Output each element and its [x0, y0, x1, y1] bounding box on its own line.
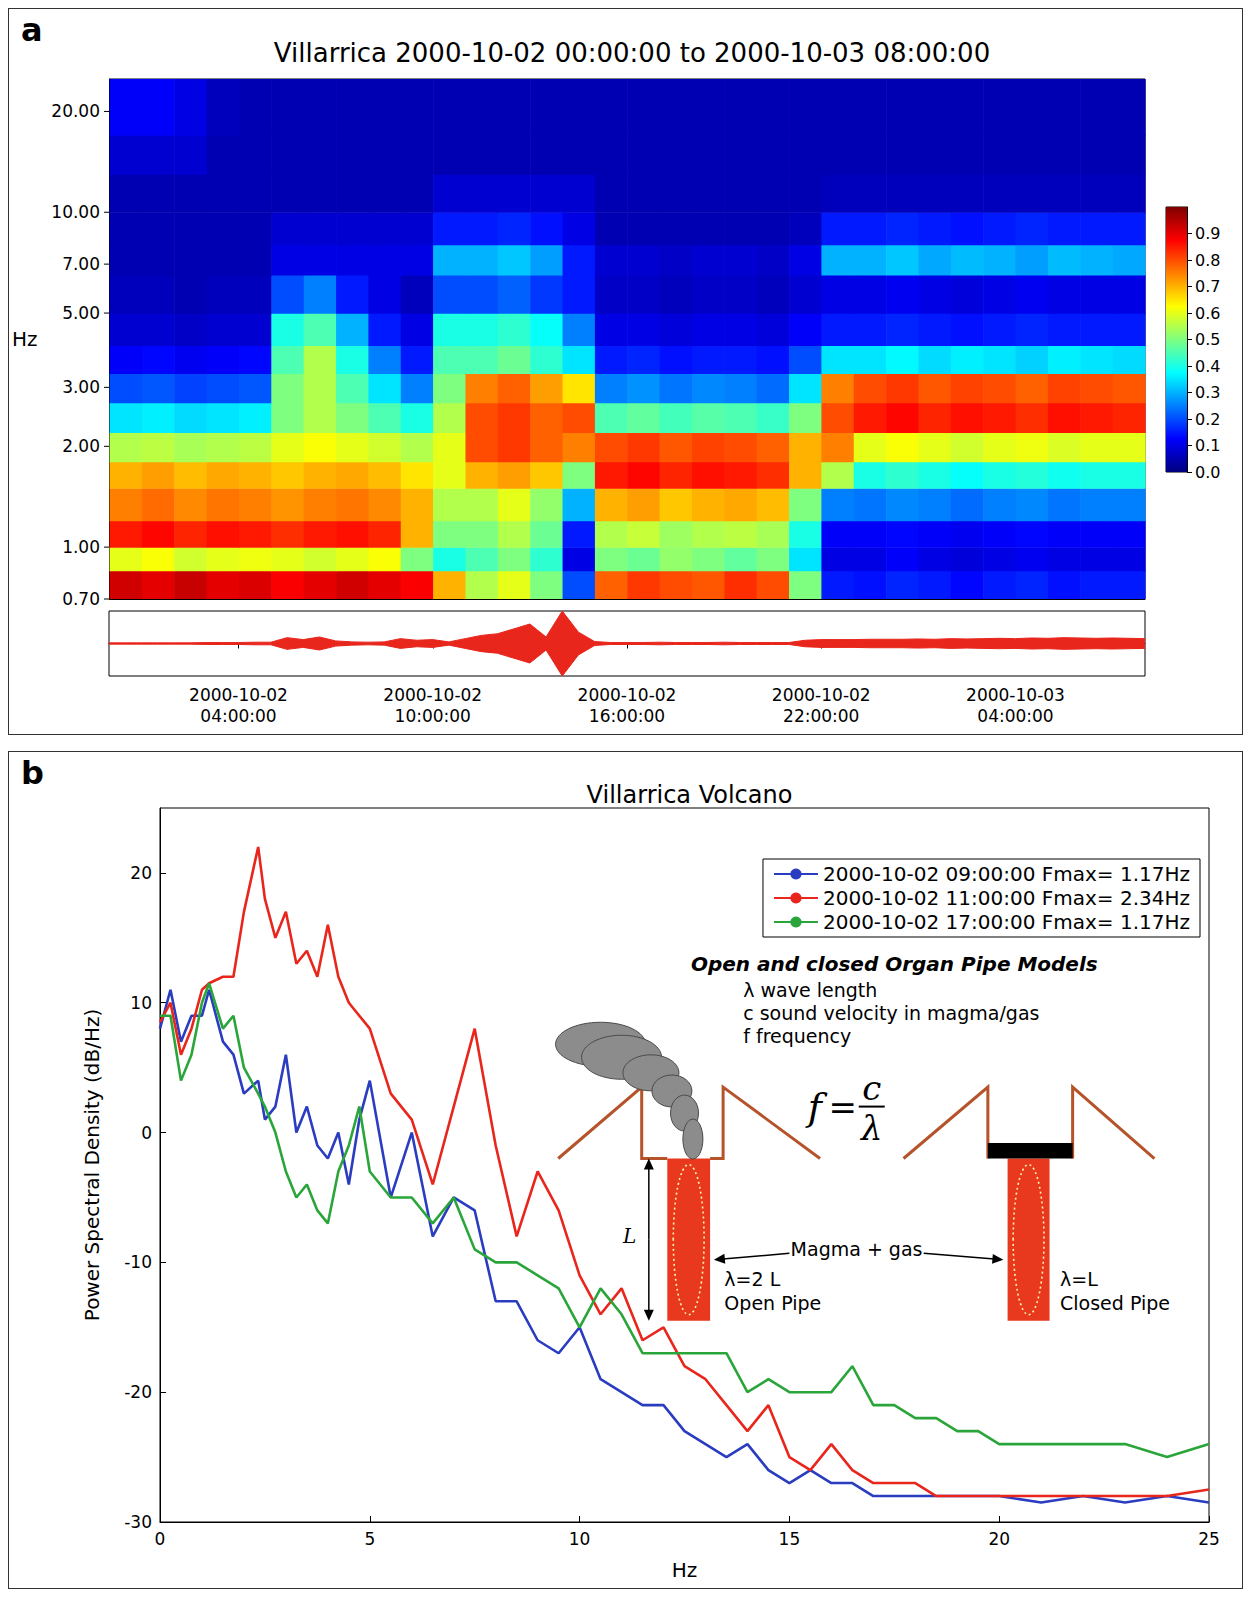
svg-text:10: 10	[130, 993, 152, 1013]
svg-text:0.9: 0.9	[1195, 224, 1220, 243]
svg-text:2000-10-02: 2000-10-02	[383, 685, 482, 705]
svg-text:f frequency: f frequency	[743, 1025, 851, 1047]
html-text:b: b	[21, 754, 44, 792]
svg-text:L: L	[622, 1224, 636, 1248]
svg-text:Villarrica Volcano: Villarrica Volcano	[587, 781, 793, 809]
svg-text:0: 0	[155, 1529, 166, 1549]
svg-text:Power Spectral Density (dB/Hz): Power Spectral Density (dB/Hz)	[80, 1009, 104, 1321]
svg-text:2.00: 2.00	[62, 436, 100, 456]
svg-text:c: c	[862, 1068, 881, 1108]
svg-text:0.3: 0.3	[1195, 383, 1220, 402]
svg-text:22:00:00: 22:00:00	[783, 706, 859, 726]
svg-text:-30: -30	[124, 1512, 152, 1532]
svg-text:c sound velocity in magma/gas: c sound velocity in magma/gas	[743, 1002, 1039, 1024]
svg-text:0.0: 0.0	[1195, 463, 1220, 482]
svg-text:λ=2 L: λ=2 L	[724, 1268, 780, 1290]
svg-text:10:00:00: 10:00:00	[395, 706, 471, 726]
svg-text:0.7: 0.7	[1195, 277, 1220, 296]
svg-text:0.8: 0.8	[1195, 251, 1220, 270]
svg-text:16:00:00: 16:00:00	[589, 706, 665, 726]
svg-text:-10: -10	[124, 1252, 152, 1272]
svg-text:0.4: 0.4	[1195, 357, 1220, 376]
svg-text:10: 10	[569, 1529, 591, 1549]
svg-text:04:00:00: 04:00:00	[977, 706, 1053, 726]
svg-text:0.1: 0.1	[1195, 436, 1220, 455]
svg-text:25: 25	[1198, 1529, 1220, 1549]
svg-text:0: 0	[141, 1123, 152, 1143]
svg-text:λ wave length: λ wave length	[743, 979, 877, 1001]
svg-text:Open Pipe: Open Pipe	[724, 1292, 821, 1314]
svg-text:Hz: Hz	[672, 1558, 698, 1582]
svg-text:04:00:00: 04:00:00	[200, 706, 276, 726]
svg-text:2000-10-02: 2000-10-02	[578, 685, 677, 705]
svg-text:Closed Pipe: Closed Pipe	[1060, 1292, 1170, 1314]
svg-text:0.5: 0.5	[1195, 330, 1220, 349]
html-text:a: a	[21, 11, 43, 49]
svg-text:Magma + gas: Magma + gas	[791, 1238, 923, 1260]
svg-text:15: 15	[779, 1529, 801, 1549]
svg-text:5: 5	[364, 1529, 375, 1549]
svg-text:f: f	[805, 1085, 828, 1129]
svg-text:0.70: 0.70	[62, 589, 100, 609]
svg-text:-20: -20	[124, 1382, 152, 1402]
svg-text:5.00: 5.00	[62, 303, 100, 323]
svg-text:2000-10-02 09:00:00 Fmax= 1.17: 2000-10-02 09:00:00 Fmax= 1.17Hz	[823, 862, 1190, 886]
svg-text:2000-10-02: 2000-10-02	[189, 685, 288, 705]
svg-text:2000-10-02 11:00:00 Fmax= 2.34: 2000-10-02 11:00:00 Fmax= 2.34Hz	[823, 886, 1190, 910]
svg-text:20: 20	[988, 1529, 1010, 1549]
svg-text:0.6: 0.6	[1195, 304, 1220, 323]
svg-text:Hz: Hz	[12, 327, 38, 351]
svg-text:2000-10-02: 2000-10-02	[772, 685, 871, 705]
svg-text:3.00: 3.00	[62, 377, 100, 397]
svg-text:2000-10-03: 2000-10-03	[966, 685, 1065, 705]
svg-text:20: 20	[130, 863, 152, 883]
svg-text:1.00: 1.00	[62, 537, 100, 557]
svg-text:2000-10-02 17:00:00 Fmax= 1.17: 2000-10-02 17:00:00 Fmax= 1.17Hz	[823, 910, 1190, 934]
svg-text:7.00: 7.00	[62, 254, 100, 274]
svg-text:λ=L: λ=L	[1060, 1268, 1098, 1290]
svg-text:=: =	[828, 1087, 857, 1127]
svg-text:λ: λ	[859, 1108, 883, 1148]
svg-text:20.00: 20.00	[51, 101, 100, 121]
svg-text:10.00: 10.00	[51, 202, 100, 222]
svg-text:Open and closed Organ Pipe Mod: Open and closed Organ Pipe Models	[691, 952, 1098, 976]
svg-text:Villarrica 2000-10-02 00:00:00: Villarrica 2000-10-02 00:00:00 to 2000-1…	[274, 38, 990, 68]
svg-text:0.2: 0.2	[1195, 410, 1220, 429]
